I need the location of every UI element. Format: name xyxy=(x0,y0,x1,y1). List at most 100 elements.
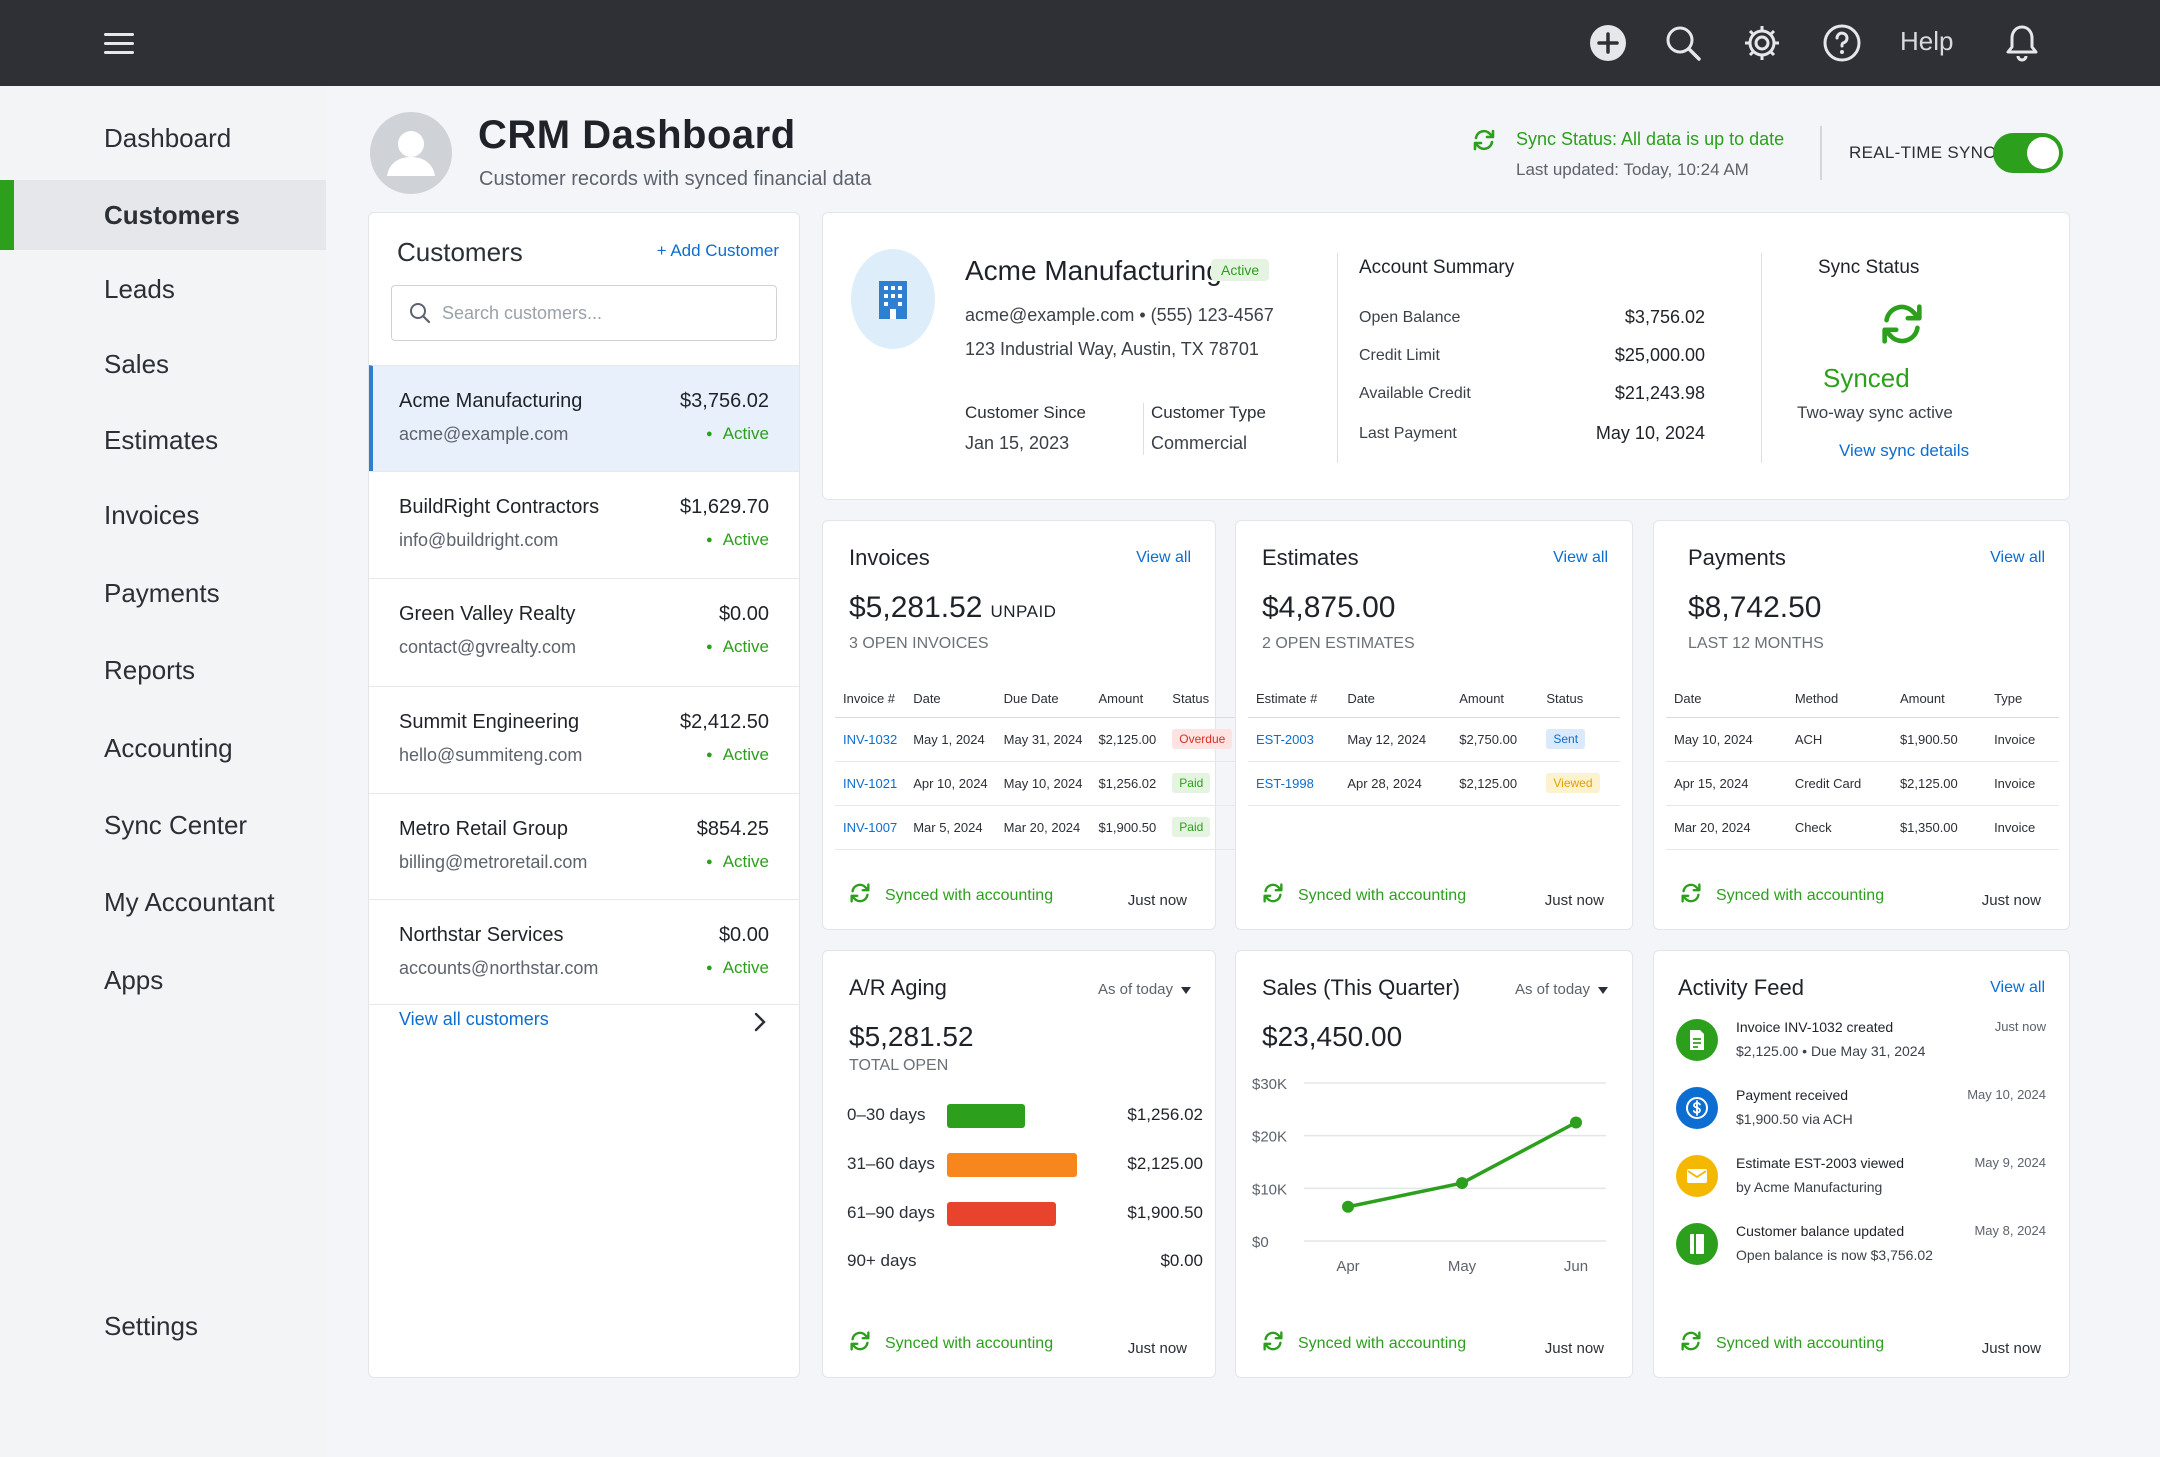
activity-item[interactable]: Payment received $1,900.50 via ACH May 1… xyxy=(1676,1083,2046,1143)
aging-row: 31–60 days $2,125.00 xyxy=(847,1150,1203,1180)
list-item[interactable]: Acme Manufacturing acme@example.com $3,7… xyxy=(369,365,799,471)
customer-balance: $1,629.70 xyxy=(680,496,769,518)
table-row[interactable]: May 10, 2024 ACH $1,900.50 Invoice xyxy=(1666,717,2059,762)
status-badge: Active xyxy=(706,424,769,444)
activity-item[interactable]: Invoice INV-1032 created $2,125.00 • Due… xyxy=(1676,1015,2046,1075)
invoice-link[interactable]: INV-1021 xyxy=(843,775,898,791)
chevron-right-icon[interactable] xyxy=(753,1011,767,1038)
table-row[interactable]: Mar 20, 2024 Check $1,350.00 Invoice xyxy=(1666,805,2059,850)
sync-icon xyxy=(1678,880,1704,911)
gear-icon[interactable] xyxy=(1741,22,1783,64)
activity-view-all-link[interactable]: View all xyxy=(1990,979,2045,996)
table-row[interactable]: INV-1021 Apr 10, 2024 May 10, 2024 $1,25… xyxy=(835,761,1241,806)
estimates-card: Estimates View all $4,875.00 2 OPEN ESTI… xyxy=(1235,520,1633,930)
divider xyxy=(1820,126,1822,180)
sidebar-item-settings[interactable]: Settings xyxy=(104,1310,198,1341)
table-row[interactable]: INV-1007 Mar 5, 2024 Mar 20, 2024 $1,900… xyxy=(835,805,1241,850)
search-icon[interactable] xyxy=(1662,22,1704,64)
sales-filter-dropdown[interactable]: As of today xyxy=(1515,981,1608,998)
help-icon[interactable] xyxy=(1821,22,1863,64)
list-item[interactable]: Northstar Services accounts@northstar.co… xyxy=(369,899,799,1005)
activity-time: May 10, 2024 xyxy=(1967,1087,2046,1102)
dropdown-label: As of today xyxy=(1097,981,1173,998)
invoice-link[interactable]: INV-1032 xyxy=(843,731,898,747)
customer-since-label: Customer Since xyxy=(965,403,1086,422)
status-badge: Active xyxy=(706,637,769,657)
realtime-sync-toggle[interactable] xyxy=(1993,133,2063,173)
estimate-link[interactable]: EST-1998 xyxy=(1256,775,1314,791)
sidebar-item-apps[interactable]: Apps xyxy=(104,964,164,995)
invoices-card: Invoices View all $5,281.52 UNPAID 3 OPEN… xyxy=(822,520,1241,930)
list-item[interactable]: Metro Retail Group billing@metroretail.c… xyxy=(369,793,799,899)
ar-aging-filter-dropdown[interactable]: As of today xyxy=(1098,981,1191,998)
sidebar-item-reports[interactable]: Reports xyxy=(104,654,196,685)
sidebar-item-sync-center[interactable]: Sync Center xyxy=(104,809,248,840)
table-cell: $2,125.00 xyxy=(1090,717,1165,762)
sales-line-chart: $0 $10K $20K $30K Apr May Jun xyxy=(1252,1076,1606,1275)
sidebar-item-sales[interactable]: Sales xyxy=(104,348,170,379)
table-cell: Mar 20, 2024 xyxy=(995,805,1091,850)
column-header: Date xyxy=(1339,681,1452,718)
invoices-title: Invoices xyxy=(849,545,930,570)
activity-item[interactable]: Estimate EST-2003 viewed by Acme Manufac… xyxy=(1676,1151,2046,1211)
payments-amount: $8,742.50 xyxy=(1688,591,1822,624)
sync-text: Synced with accounting xyxy=(885,1334,1054,1352)
search-input[interactable] xyxy=(442,286,762,340)
view-sync-details-link[interactable]: View sync details xyxy=(1839,441,1970,460)
customer-balance: $0.00 xyxy=(718,603,769,625)
open-balance-label: Open Balance xyxy=(1359,309,1461,326)
sidebar-item-dashboard[interactable]: Dashboard xyxy=(104,122,232,153)
sync-footer: Synced with accounting xyxy=(847,880,1053,911)
sidebar-item-my-accountant[interactable]: My Accountant xyxy=(104,886,275,917)
activity-item[interactable]: Customer balance updated Open balance is… xyxy=(1676,1219,2046,1279)
aging-bar xyxy=(947,1153,1077,1177)
activity-time: May 9, 2024 xyxy=(1974,1155,2046,1170)
customer-name: Summit Engineering xyxy=(399,711,580,733)
customer-detail-card: Acme Manufacturing Active acme@example.c… xyxy=(822,212,2070,500)
sync-description: Two-way sync active xyxy=(1797,403,1953,422)
sidebar-item-leads[interactable]: Leads xyxy=(104,273,175,304)
table-row[interactable]: INV-1032 May 1, 2024 May 31, 2024 $2,125… xyxy=(835,717,1241,762)
customer-balance: $0.00 xyxy=(718,924,769,946)
dollar-icon xyxy=(1676,1087,1718,1129)
sidebar-item-invoices[interactable]: Invoices xyxy=(104,499,200,530)
bell-icon[interactable] xyxy=(2001,22,2043,64)
view-all-customers-link[interactable]: View all customers xyxy=(399,1009,549,1029)
top-bar: Help xyxy=(0,0,2160,86)
customers-title: Customers xyxy=(397,237,523,267)
add-customer-button[interactable]: + Add Customer xyxy=(656,241,779,260)
payments-view-all-link[interactable]: View all xyxy=(1990,549,2045,566)
estimate-link[interactable]: EST-2003 xyxy=(1256,731,1314,747)
invoices-view-all-link[interactable]: View all xyxy=(1136,549,1191,566)
invoice-link[interactable]: INV-1007 xyxy=(843,819,898,835)
table-row[interactable]: EST-2003 May 12, 2024 $2,750.00 Sent xyxy=(1248,717,1620,762)
sidebar-item-customers[interactable]: Customers xyxy=(0,180,326,250)
sync-footer: Synced with accounting xyxy=(1678,1328,1884,1359)
estimates-amount: $4,875.00 xyxy=(1262,591,1396,624)
list-item[interactable]: BuildRight Contractors info@buildright.c… xyxy=(369,471,799,577)
aging-row: 90+ days $0.00 xyxy=(847,1247,1203,1277)
sidebar-item-accounting[interactable]: Accounting xyxy=(104,732,233,763)
data-point xyxy=(1342,1200,1354,1213)
add-icon[interactable] xyxy=(1587,22,1629,64)
sync-icon xyxy=(1470,126,1498,159)
customer-name: BuildRight Contractors xyxy=(399,496,600,518)
table-row[interactable]: Apr 15, 2024 Credit Card $2,125.00 Invoi… xyxy=(1666,761,2059,806)
table-cell: $2,750.00 xyxy=(1451,717,1539,762)
estimates-table: Estimate # Date Amount Status EST-2003 M… xyxy=(1248,681,1620,806)
table-row[interactable]: EST-1998 Apr 28, 2024 $2,125.00 Viewed xyxy=(1248,761,1620,806)
sidebar-item-payments[interactable]: Payments xyxy=(104,577,220,608)
activity-text: Estimate EST-2003 viewed xyxy=(1736,1155,1905,1171)
menu-icon[interactable] xyxy=(104,33,134,55)
payments-table: Date Method Amount Type May 10, 2024 ACH… xyxy=(1666,681,2059,850)
estimates-view-all-link[interactable]: View all xyxy=(1553,549,1608,566)
list-item[interactable]: Green Valley Realty contact@gvrealty.com… xyxy=(369,578,799,684)
divider xyxy=(1761,253,1762,463)
status-badge: Active xyxy=(1211,259,1270,281)
table-cell: Mar 20, 2024 xyxy=(1666,805,1787,850)
sync-time: Just now xyxy=(1981,892,2041,909)
help-link[interactable]: Help xyxy=(1900,26,1954,56)
table-cell: $2,125.00 xyxy=(1891,761,1987,806)
sidebar-item-estimates[interactable]: Estimates xyxy=(104,424,219,455)
list-item[interactable]: Summit Engineering hello@summiteng.com $… xyxy=(369,686,799,792)
